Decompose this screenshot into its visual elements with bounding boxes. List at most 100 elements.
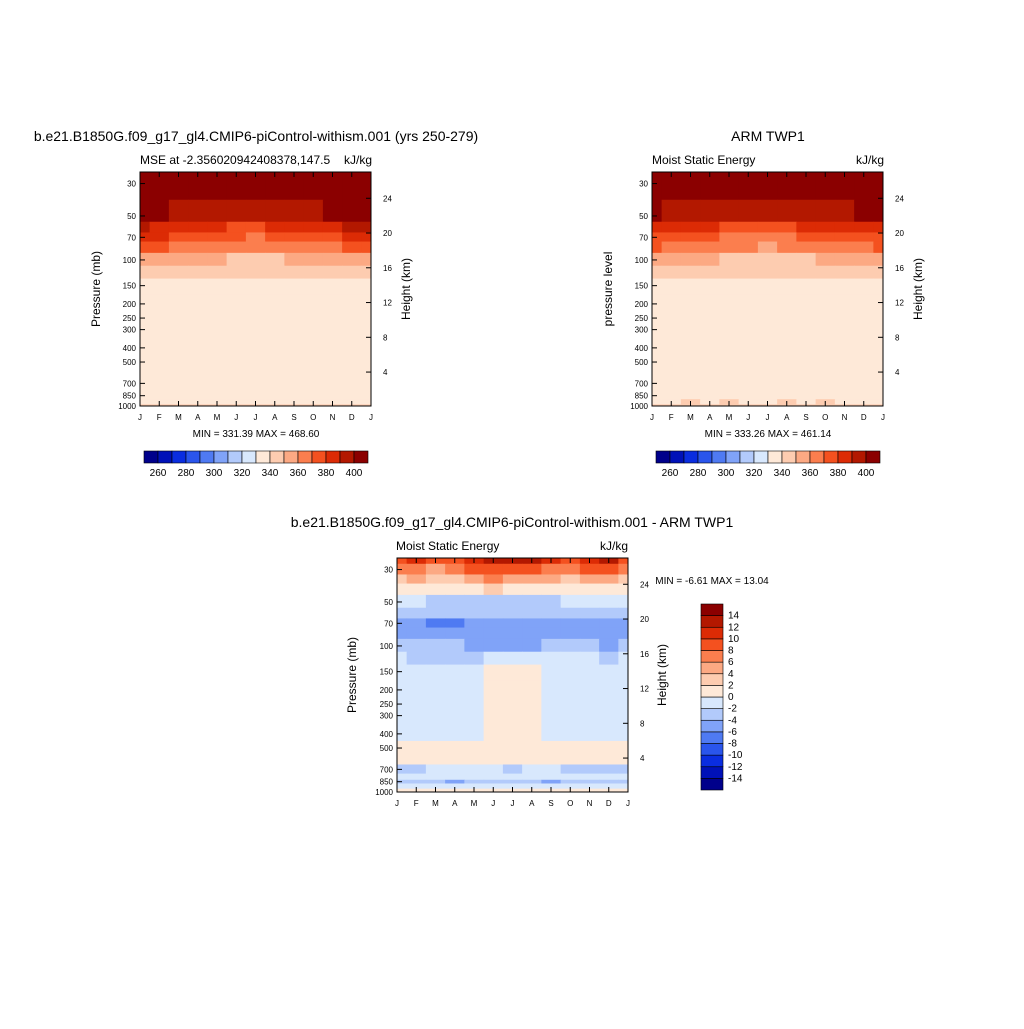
y-tick-label: 850 xyxy=(123,392,137,401)
contour-cell xyxy=(445,783,465,790)
contour-cell xyxy=(522,664,542,682)
model-colorbar: 260 280 300 320 340 360 380 400 xyxy=(143,450,369,479)
contour-cell xyxy=(834,278,855,296)
contour-cell xyxy=(464,583,485,596)
contour-cell xyxy=(618,664,629,682)
contour-cell xyxy=(149,232,170,243)
contour-cell xyxy=(188,389,208,400)
contour-cell xyxy=(149,221,170,233)
contour-cell xyxy=(425,594,446,609)
x-tick-label: S xyxy=(548,799,553,808)
y-tick-label: 1000 xyxy=(118,402,136,411)
contour-cell xyxy=(464,724,485,742)
contour-cell xyxy=(834,199,855,223)
contour-cell xyxy=(445,740,465,755)
contour-cell xyxy=(757,172,778,201)
contour-cell xyxy=(226,232,247,243)
contour-cell xyxy=(502,764,523,775)
contour-cell xyxy=(342,199,362,223)
contour-cell xyxy=(854,316,874,340)
contour-cell xyxy=(397,764,408,775)
contour-cell xyxy=(560,724,581,742)
contour-cell xyxy=(265,265,285,280)
contour-cell xyxy=(502,773,523,781)
contour-cell xyxy=(719,316,740,340)
contour-cell xyxy=(502,724,523,742)
contour-cell xyxy=(796,241,817,254)
y-right-tick-label: 24 xyxy=(640,580,649,589)
colorbar-swatch xyxy=(255,450,271,464)
contour-cell xyxy=(322,278,343,296)
contour-cell xyxy=(680,316,701,340)
contour-cell xyxy=(425,563,446,575)
x-tick-label: F xyxy=(669,413,674,422)
contour-cell xyxy=(541,618,562,629)
contour-cell xyxy=(406,574,427,585)
contour-cell xyxy=(757,338,778,367)
contour-cell xyxy=(284,294,305,318)
contour-cell xyxy=(719,389,740,400)
contour-cell xyxy=(397,779,408,785)
colorbar-swatch xyxy=(269,450,285,464)
contour-cell xyxy=(226,294,247,318)
contour-cell xyxy=(757,365,778,391)
contour-cell xyxy=(140,338,151,367)
contour-cell xyxy=(483,779,504,785)
contour-cell xyxy=(149,365,170,391)
contour-cell xyxy=(265,294,285,318)
contour-cell xyxy=(738,252,759,267)
contour-cell xyxy=(618,773,629,781)
colorbar-label: 320 xyxy=(234,468,251,479)
contour-cell xyxy=(522,638,542,653)
contour-cell xyxy=(777,232,797,243)
contour-cell xyxy=(445,563,465,575)
contour-cell xyxy=(560,702,581,726)
colorbar-label: 380 xyxy=(318,468,335,479)
x-tick-label: O xyxy=(310,413,316,422)
contour-cell xyxy=(464,607,485,619)
contour-cell xyxy=(322,221,343,233)
contour-cell xyxy=(303,338,324,367)
colorbar-swatch xyxy=(700,778,724,791)
x-tick-label: J xyxy=(491,799,495,808)
contour-cell xyxy=(560,583,581,596)
contour-cell xyxy=(406,651,427,666)
contour-cell xyxy=(541,627,562,640)
arm-y-right-axis-label: Height (km) xyxy=(911,258,925,320)
contour-cell xyxy=(483,740,504,755)
contour-cell xyxy=(738,389,759,400)
colorbar-swatch xyxy=(700,638,724,651)
y-tick-label: 50 xyxy=(127,212,136,221)
contour-cell xyxy=(700,365,720,391)
colorbar-swatch xyxy=(353,450,369,464)
contour-cell xyxy=(873,199,884,223)
contour-cell xyxy=(854,278,874,296)
contour-cell xyxy=(245,389,266,400)
y-tick-label: 400 xyxy=(123,344,137,353)
contour-cell xyxy=(342,389,362,400)
x-tick-label: F xyxy=(157,413,162,422)
x-tick-label: S xyxy=(291,413,296,422)
contour-cell xyxy=(445,753,465,765)
y-tick-label: 700 xyxy=(380,765,394,774)
contour-cell xyxy=(652,294,663,318)
difference-y-right-axis-label: Height (km) xyxy=(655,644,669,706)
contour-cell xyxy=(502,651,523,666)
contour-cell xyxy=(738,265,759,280)
contour-cell xyxy=(541,740,562,755)
contour-cell xyxy=(502,783,523,790)
contour-cell xyxy=(445,680,465,704)
contour-cell xyxy=(618,724,629,742)
contour-cell xyxy=(425,574,446,585)
contour-cell xyxy=(502,740,523,755)
contour-cell xyxy=(483,651,504,666)
contour-cell xyxy=(322,252,343,267)
colorbar-swatch xyxy=(700,661,724,675)
contour-cell xyxy=(425,583,446,596)
contour-cell xyxy=(265,338,285,367)
colorbar-label: 320 xyxy=(746,468,763,479)
contour-cell xyxy=(361,404,372,407)
contour-cell xyxy=(397,740,408,755)
contour-cell xyxy=(149,241,170,254)
arm-panel-subtitle-right: kJ/kg xyxy=(856,153,884,167)
